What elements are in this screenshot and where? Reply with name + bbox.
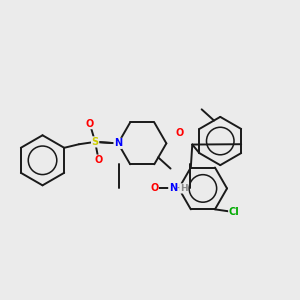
Text: N: N <box>169 183 177 194</box>
Text: O: O <box>176 128 184 138</box>
Text: N: N <box>114 138 122 148</box>
Text: H: H <box>180 184 188 193</box>
Text: Cl: Cl <box>229 207 239 217</box>
Text: O: O <box>86 118 94 129</box>
Text: O: O <box>94 155 103 165</box>
Text: O: O <box>150 183 158 194</box>
Text: S: S <box>92 137 99 147</box>
Text: H: H <box>174 184 181 193</box>
